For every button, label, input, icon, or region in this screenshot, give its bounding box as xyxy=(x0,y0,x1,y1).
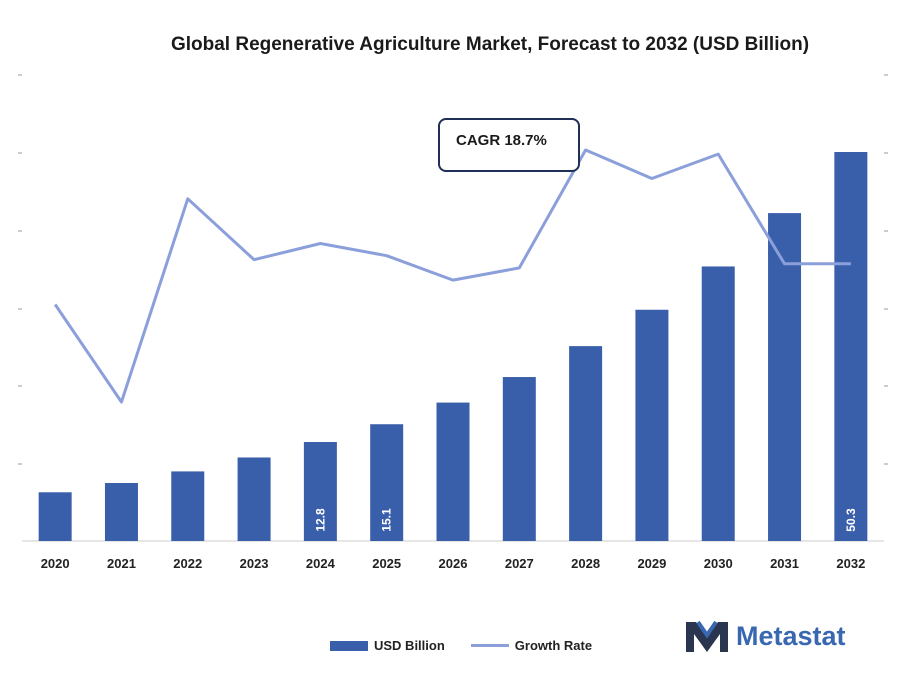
growth-rate-series xyxy=(53,148,851,404)
x-tick-label: 2032 xyxy=(836,556,865,571)
bar-data-labels: 12.8 15.1 50.3 xyxy=(313,508,857,532)
bar-2021 xyxy=(104,482,138,541)
bar-2028 xyxy=(569,346,603,541)
x-tick-label: 2020 xyxy=(41,556,70,571)
x-tick-label: 2029 xyxy=(637,556,666,571)
x-tick-label: 2028 xyxy=(571,556,600,571)
bar-2029 xyxy=(635,309,669,541)
bar-data-label: 12.8 xyxy=(313,508,327,532)
legend-item-growth-rate: Growth Rate xyxy=(470,638,593,653)
x-tick-label: 2030 xyxy=(704,556,733,571)
x-axis-tick-labels: 2020 2021 2022 2023 2024 2025 2026 2027 2028 2029… xyxy=(41,556,866,571)
metastat-logo-text: Metastat xyxy=(736,620,846,651)
x-tick-label: 2022 xyxy=(173,556,202,571)
bar-data-label: 50.3 xyxy=(844,508,858,532)
y-axis-right-ticks xyxy=(884,74,888,465)
bar-series xyxy=(38,152,868,541)
metastat-logo: Metastat xyxy=(684,618,846,654)
bar-2027 xyxy=(502,377,536,541)
bar-2031 xyxy=(768,213,802,541)
metastat-logo-icon xyxy=(686,620,728,652)
bar-2020 xyxy=(38,492,72,541)
bar-data-label: 15.1 xyxy=(380,508,394,532)
bar-2022 xyxy=(171,471,205,541)
bar-2032 xyxy=(834,152,868,541)
legend-swatch-bar xyxy=(330,640,368,651)
legend: USD Billion Growth Rate xyxy=(330,638,618,653)
legend-label-usd-billion: USD Billion xyxy=(374,638,445,653)
chart-title: Global Regenerative Agriculture Market, … xyxy=(170,34,810,55)
x-tick-label: 2031 xyxy=(770,556,799,571)
legend-label-growth-rate: Growth Rate xyxy=(514,638,593,653)
x-tick-label: 2024 xyxy=(306,556,336,571)
x-tick-label: 2027 xyxy=(505,556,534,571)
bar-2023 xyxy=(237,457,271,541)
x-tick-label: 2025 xyxy=(372,556,401,571)
bar-2030 xyxy=(701,266,735,541)
bar-2024 xyxy=(303,442,337,541)
x-tick-label: 2026 xyxy=(439,556,468,571)
legend-item-usd-billion: USD Billion xyxy=(330,638,445,653)
bar-2025 xyxy=(370,424,404,541)
growth-rate-line xyxy=(53,148,851,404)
y-axis-left-ticks xyxy=(18,74,22,465)
cagr-annotation: CAGR 18.7% xyxy=(438,118,580,172)
legend-swatch-line xyxy=(470,644,509,647)
x-tick-label: 2021 xyxy=(107,556,136,571)
bar-2026 xyxy=(436,402,470,541)
x-tick-label: 2023 xyxy=(240,556,269,571)
